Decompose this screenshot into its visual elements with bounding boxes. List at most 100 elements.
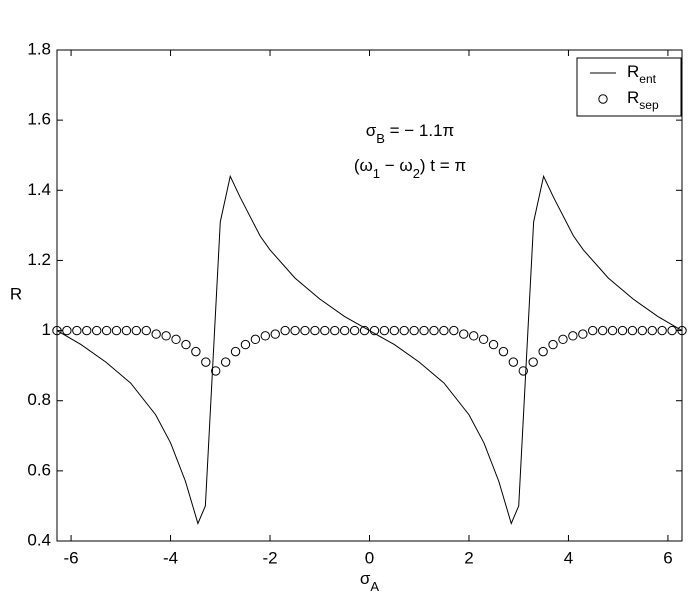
point (379, 325, 390, 336)
x-tick-label: -4 (163, 548, 178, 567)
point (270, 329, 280, 339)
point (250, 334, 261, 345)
x-tick-label: 0 (365, 548, 374, 567)
y-tick-label: 0.6 (27, 460, 51, 479)
legend-subscript: ent (639, 72, 656, 86)
point (101, 325, 112, 336)
point (637, 325, 648, 336)
legend-name: R (627, 88, 639, 107)
point (389, 325, 400, 336)
point (300, 325, 310, 336)
text-part: ) t = π (420, 156, 466, 175)
point (320, 325, 330, 336)
point (82, 325, 92, 336)
point (617, 325, 628, 336)
point (62, 325, 72, 336)
point (439, 325, 449, 336)
point (488, 339, 499, 350)
point (280, 325, 290, 336)
point (310, 325, 320, 336)
legend-box (576, 57, 682, 117)
y-axis-label: R (10, 284, 22, 303)
point (171, 334, 181, 345)
legend-label: Rsep (627, 88, 659, 112)
point (449, 325, 459, 336)
subscript: A (370, 579, 379, 594)
y-tick-label: 1 (42, 320, 51, 339)
point (191, 346, 201, 357)
legend-label: Rent (627, 62, 657, 86)
point (72, 325, 82, 336)
point (607, 325, 618, 336)
annotation: (ω1 − ω2) t = π (354, 156, 466, 180)
point (151, 329, 161, 339)
point (240, 339, 251, 350)
point (359, 325, 370, 336)
x-tick-label: -6 (64, 548, 79, 567)
subscript: 1 (373, 166, 380, 181)
point (409, 325, 419, 336)
point (111, 325, 122, 336)
point (538, 346, 548, 357)
point (627, 325, 638, 336)
x-tick-label: 2 (464, 548, 473, 567)
point (230, 346, 241, 357)
point (578, 329, 588, 339)
point (498, 346, 509, 357)
y-tick-label: 0.4 (27, 530, 51, 549)
point (558, 334, 568, 345)
text-part: σ (366, 121, 377, 140)
point (211, 366, 221, 376)
x-tick-label: 6 (663, 548, 672, 567)
x-tick-label: 4 (564, 548, 573, 567)
point (478, 334, 489, 345)
y-tick-label: 1.8 (27, 39, 51, 58)
x-tick-label: -2 (262, 548, 277, 567)
point (121, 325, 132, 336)
point (369, 325, 380, 336)
x-axis-label: σA (360, 569, 380, 593)
point (260, 331, 271, 341)
point (568, 331, 578, 341)
point (220, 357, 231, 367)
point (508, 357, 519, 367)
point (677, 325, 687, 336)
point (91, 325, 102, 336)
point (161, 331, 171, 341)
point (597, 325, 608, 336)
y-tick-label: 0.8 (27, 390, 51, 409)
point (429, 325, 439, 336)
point (349, 325, 360, 336)
y-tick-label: 1.2 (27, 250, 51, 269)
point (330, 325, 340, 336)
subscript: 2 (413, 166, 420, 181)
y-tick-label: 1.4 (27, 180, 51, 199)
point (518, 366, 528, 376)
legend-name: R (627, 62, 639, 81)
point (290, 325, 300, 336)
point (528, 357, 538, 367)
legend-subscript: sep (639, 98, 659, 112)
legend-marker (598, 94, 608, 104)
text-part: σ (360, 569, 371, 588)
text-part: − ω (380, 156, 413, 175)
text-part: = − 1.1π (385, 121, 454, 140)
point (548, 339, 558, 350)
point (339, 325, 350, 336)
point (468, 331, 479, 341)
point (657, 325, 667, 336)
point (201, 357, 211, 367)
y-tick-label: 1.6 (27, 110, 51, 129)
text-part: (ω (354, 156, 373, 175)
point (667, 325, 677, 336)
point (141, 325, 151, 336)
point (399, 325, 409, 336)
subscript: B (376, 131, 385, 146)
point (181, 339, 191, 350)
point (647, 325, 657, 336)
annotation: σB = − 1.1π (366, 121, 455, 145)
point (459, 329, 469, 339)
line (56, 174, 683, 525)
